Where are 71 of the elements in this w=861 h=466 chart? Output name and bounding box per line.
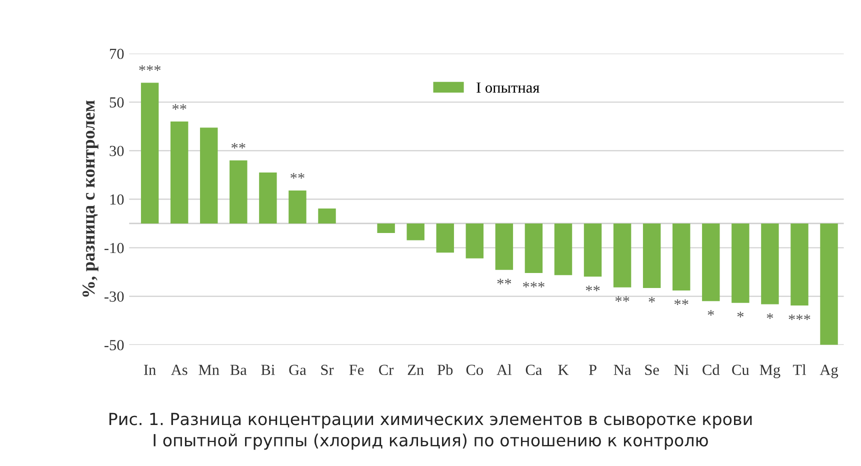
x-tick-label: Ni [674,364,689,375]
bar [436,223,454,253]
bar [230,160,248,224]
annotation: ** [232,142,246,149]
y-axis-title: %, разница с контролем [82,100,98,297]
y-tick-label: 10 [110,194,124,205]
x-tick-label: Cr [379,364,394,376]
annotation: ** [674,299,688,306]
x-tick-label: Ag [820,364,838,378]
bar [554,223,572,276]
x-tick-label: Ca [526,364,542,376]
annotation: ** [497,278,512,284]
x-tick-label: Zn [408,364,424,375]
x-tick-label: Cu [732,364,750,376]
y-tick-label: -30 [104,291,124,302]
annotation: * [766,313,774,319]
x-tick-label: Tl [792,364,806,375]
bar [820,223,838,345]
bar [259,172,277,224]
bar [732,223,750,303]
bar [406,223,424,240]
x-tick-label: Se [645,364,659,376]
y-tick-label: -50 [104,340,124,350]
bar [288,190,306,224]
x-tick-label: P [588,364,596,375]
bar [495,223,514,270]
annotation: ** [290,173,304,179]
x-tick-label: As [171,364,188,376]
annotation: * [648,296,655,303]
x-tick-label: Ga [289,364,306,376]
bar [318,208,336,224]
x-tick-label: In [144,364,156,375]
bar [584,223,602,277]
x-tick-label: Al [496,364,512,375]
legend-label: I опытная [476,82,540,93]
y-tick-label: 30 [110,146,124,156]
bar [672,223,690,290]
x-tick-label: Mn [198,364,220,375]
x-tick-label: Sr [321,364,334,376]
annotation: ** [172,104,186,110]
bar [642,223,661,288]
x-tick-label: Co [466,364,483,376]
annotation: * [737,312,744,318]
y-tick-label: -10 [104,242,124,254]
bar [702,223,720,302]
x-tick-label: Bi [261,364,275,375]
annotation: *** [139,65,161,71]
bar [613,223,632,288]
x-tick-label: K [558,364,569,375]
x-tick-label: Cd [702,364,720,376]
x-tick-label: Na [614,364,631,376]
annotation: ** [586,286,600,292]
annotation: *** [523,282,544,288]
bar [761,223,779,304]
x-tick-label: Ba [230,364,247,376]
annotation: *** [788,314,810,320]
bar [140,82,159,224]
annotation: ** [615,296,630,302]
bar [200,128,218,224]
y-tick-label: 70 [110,48,124,60]
bar [524,223,543,273]
bar [170,122,188,224]
x-tick-label: Fe [349,364,364,376]
annotation: * [708,310,714,316]
bar [790,223,808,306]
bar [377,223,395,233]
x-tick-label: Pb [437,364,453,376]
bar [466,223,484,258]
y-tick-label: 50 [110,97,124,108]
text: Рис. 1. Разница концентрации химических элементов в сыворотке крови I опытной группы (хлорид кальция) по отношению к контролю [109,412,752,450]
x-tick-label: Mg [760,364,780,378]
